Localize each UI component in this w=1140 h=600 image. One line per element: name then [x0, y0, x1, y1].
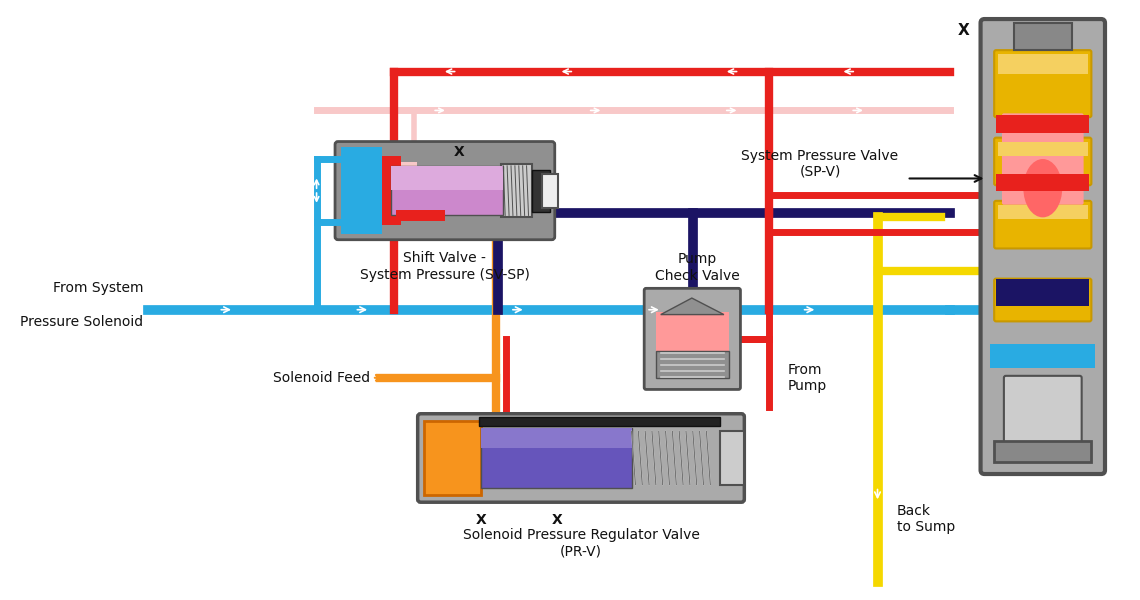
- Bar: [382, 156, 401, 225]
- Bar: [996, 115, 1090, 133]
- Bar: [998, 142, 1088, 156]
- Text: From System: From System: [54, 281, 144, 295]
- Text: Shift Valve -
System Pressure (SV-SP): Shift Valve - System Pressure (SV-SP): [360, 251, 530, 281]
- Bar: [996, 278, 1090, 306]
- Text: Back
to Sump: Back to Sump: [897, 504, 955, 535]
- Ellipse shape: [1024, 159, 1062, 217]
- Bar: [720, 431, 744, 485]
- FancyBboxPatch shape: [1002, 113, 1084, 205]
- Text: X: X: [475, 513, 487, 527]
- Bar: [543, 173, 557, 208]
- Bar: [994, 441, 1091, 463]
- Polygon shape: [661, 298, 724, 314]
- Bar: [998, 54, 1088, 74]
- Text: X: X: [552, 513, 562, 527]
- Bar: [424, 421, 481, 496]
- Bar: [479, 416, 720, 427]
- FancyBboxPatch shape: [994, 137, 1091, 185]
- Bar: [656, 311, 728, 350]
- Bar: [391, 166, 503, 190]
- Text: X: X: [454, 145, 465, 159]
- Text: X: X: [958, 23, 970, 38]
- Bar: [341, 148, 382, 234]
- FancyBboxPatch shape: [417, 414, 744, 502]
- Bar: [502, 164, 532, 217]
- FancyBboxPatch shape: [994, 50, 1091, 117]
- FancyBboxPatch shape: [994, 278, 1091, 322]
- Text: System Pressure Valve
(SP-V): System Pressure Valve (SP-V): [741, 149, 898, 179]
- FancyBboxPatch shape: [644, 289, 741, 389]
- Text: Solenoid Pressure Regulator Valve
(PR-V): Solenoid Pressure Regulator Valve (PR-V): [463, 529, 700, 559]
- Bar: [401, 162, 417, 220]
- FancyBboxPatch shape: [1004, 376, 1082, 443]
- Bar: [1013, 23, 1072, 50]
- Bar: [996, 173, 1090, 191]
- FancyBboxPatch shape: [980, 19, 1105, 474]
- Bar: [532, 170, 549, 212]
- Bar: [998, 283, 1088, 295]
- Text: Solenoid Feed: Solenoid Feed: [272, 371, 370, 385]
- Text: Pump
Check Valve: Pump Check Valve: [656, 253, 740, 283]
- Bar: [481, 428, 632, 448]
- Bar: [481, 428, 632, 488]
- FancyBboxPatch shape: [994, 201, 1091, 248]
- Bar: [391, 166, 503, 215]
- Text: From
Pump: From Pump: [788, 363, 828, 394]
- Bar: [991, 344, 1096, 368]
- Bar: [998, 205, 1088, 220]
- FancyBboxPatch shape: [335, 142, 555, 240]
- Bar: [397, 209, 445, 221]
- Text: Pressure Solenoid: Pressure Solenoid: [21, 314, 144, 329]
- Bar: [656, 350, 728, 378]
